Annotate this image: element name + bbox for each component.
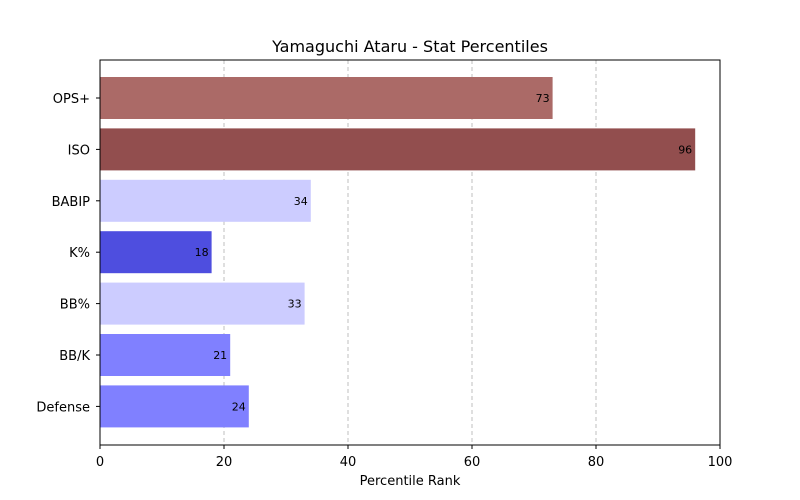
bar	[100, 385, 249, 428]
x-axis-label: Percentile Rank	[360, 474, 461, 489]
x-tick-label: 40	[340, 455, 357, 470]
x-tick-label: 80	[588, 455, 605, 470]
bar	[100, 334, 231, 376]
data-label: 18	[195, 246, 209, 259]
x-tick-label: 0	[96, 455, 104, 470]
x-axis: 0 20 40 60 80 100	[96, 445, 733, 470]
y-tick-label: BB%	[60, 298, 90, 313]
y-tick-label: Defense	[36, 400, 90, 415]
bar	[100, 179, 311, 222]
data-label: 24	[232, 400, 246, 413]
grid-lines	[223, 60, 597, 445]
y-tick-label: BABIP	[52, 195, 91, 210]
bar	[100, 77, 553, 119]
data-label: 73	[536, 92, 550, 105]
x-tick-label: 20	[216, 455, 233, 470]
x-tick-label: 60	[464, 455, 481, 470]
y-tick-label: K%	[69, 246, 90, 261]
y-tick-label: ISO	[68, 143, 90, 158]
x-tick-label: 100	[708, 455, 733, 470]
data-label: 21	[213, 349, 227, 362]
y-tick-label: OPS+	[53, 92, 90, 107]
y-axis: OPS+ ISO BABIP K% BB% BB/K Defense	[36, 92, 100, 415]
data-label: 96	[678, 143, 692, 156]
chart-title: Yamaguchi Ataru - Stat Percentiles	[271, 37, 548, 56]
bars: 73 96 34 18 33 21 24	[100, 77, 696, 428]
bar	[100, 231, 212, 274]
bar	[100, 128, 696, 171]
bar	[100, 282, 305, 325]
y-tick-label: BB/K	[59, 349, 90, 364]
data-label: 33	[288, 298, 302, 311]
data-label: 34	[294, 195, 308, 208]
